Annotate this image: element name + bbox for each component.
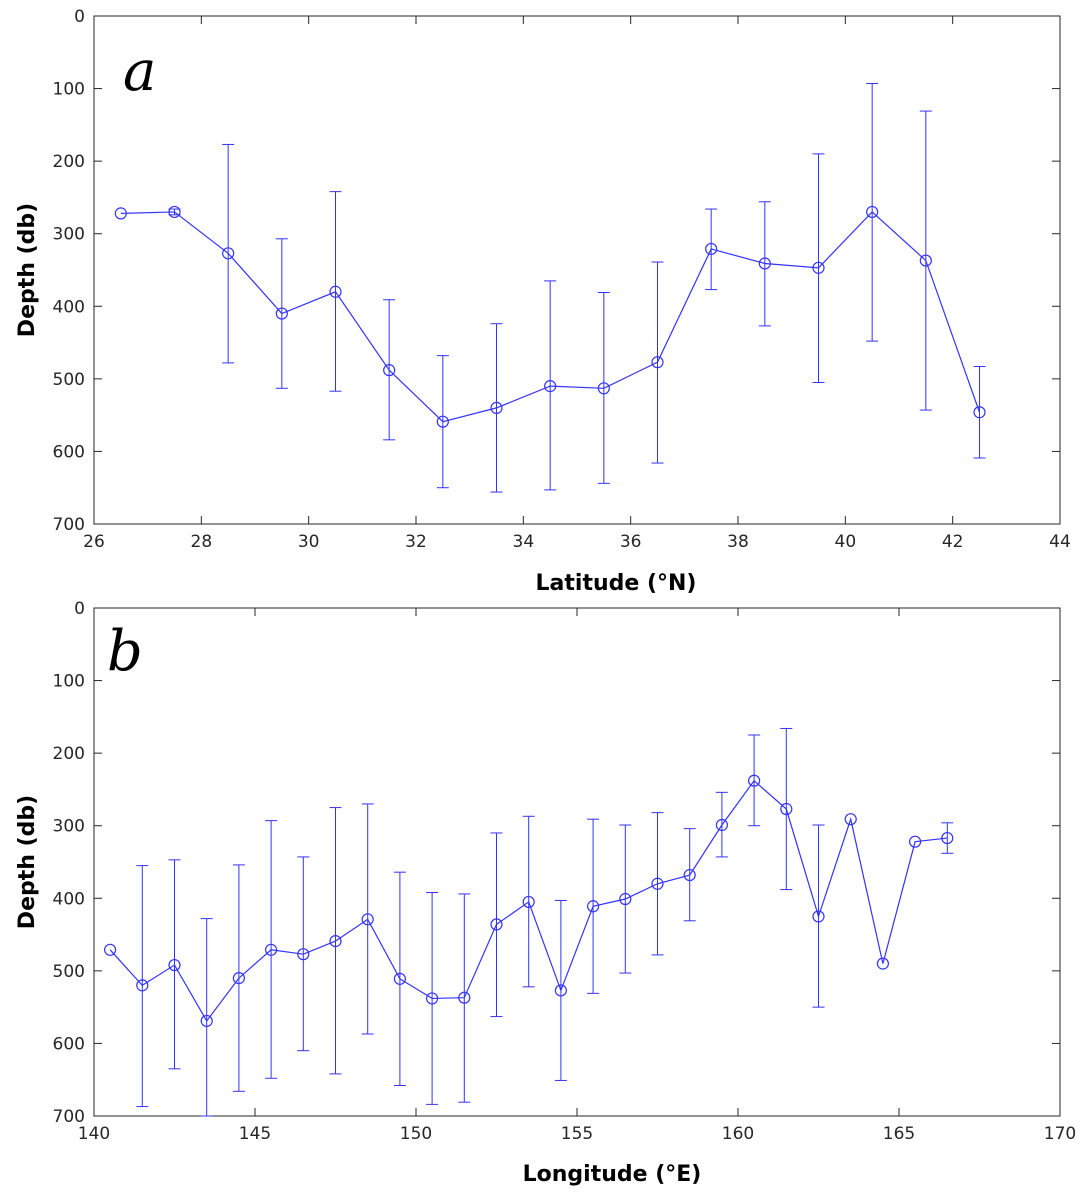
data-point (383, 364, 396, 377)
chart-panel-b: b Longitude (°E) Depth (db) 140 145 150 155… (15, 599, 1076, 1187)
x-tick-label: 42 (942, 532, 964, 552)
data-point (812, 910, 825, 923)
data-point (941, 831, 954, 845)
error-bar (200, 918, 213, 1117)
data-point (597, 382, 610, 395)
data-point (651, 356, 664, 369)
data-point (232, 972, 245, 985)
y-tick-label: 400 (53, 297, 85, 317)
data-point (103, 943, 117, 956)
y-tick-label: 300 (53, 225, 85, 245)
series-line-b (109, 779, 948, 1023)
data-point (544, 380, 557, 393)
x-tick-label: 30 (298, 532, 320, 552)
data-point (758, 257, 771, 270)
x-axis-label-a: Latitude (°N) (536, 571, 697, 596)
data-point (586, 900, 600, 913)
data-point (222, 247, 235, 260)
y-axis-label-b: Depth (db) (15, 795, 40, 929)
error-bar (168, 859, 181, 1070)
y-tick-label: 500 (53, 962, 85, 982)
x-tick-label: 44 (1049, 532, 1071, 552)
data-point (619, 892, 632, 906)
data-point (876, 957, 890, 970)
x-tick-label: 28 (191, 532, 213, 552)
error-bar (544, 280, 557, 491)
y-tick-label: 600 (53, 1034, 85, 1054)
y-tick-label: 700 (53, 515, 85, 535)
data-point (812, 261, 825, 274)
data-point (297, 948, 310, 961)
y-tick-label: 400 (53, 889, 85, 909)
data-point (168, 205, 181, 219)
x-tick-label: 165 (883, 1124, 915, 1144)
series-line-a (120, 211, 981, 423)
data-point (490, 918, 503, 931)
x-tick-label: 155 (561, 1124, 593, 1144)
x-axis-label-b: Longitude (°E) (523, 1162, 702, 1187)
data-point (715, 818, 729, 832)
x-tick-label: 160 (722, 1124, 754, 1144)
data-point (168, 958, 181, 972)
data-point (426, 992, 439, 1005)
panel-letter-b: b (107, 619, 143, 684)
data-point (136, 979, 149, 992)
data-point (705, 242, 718, 256)
data-point (522, 895, 535, 909)
y-tick-label: 700 (53, 1107, 85, 1127)
data-point (973, 406, 986, 419)
x-tick-label: 36 (620, 532, 642, 552)
y-tick-label: 500 (53, 370, 85, 390)
data-point (651, 877, 664, 890)
y-tick-label: 300 (53, 817, 85, 837)
data-point (844, 813, 857, 826)
data-point (747, 774, 761, 787)
data-point (393, 972, 406, 985)
x-tick-label: 170 (1044, 1124, 1076, 1144)
chart-panel-a: a Latitude (°N) Depth (db) 26 28 30 32 34 36 3… (15, 7, 1071, 596)
data-point (329, 935, 342, 948)
x-tick-label: 140 (78, 1124, 110, 1144)
y-tick-label: 0 (74, 7, 85, 27)
x-tick-label: 145 (239, 1124, 271, 1144)
x-tick-label: 32 (405, 532, 427, 552)
y-tick-label: 100 (53, 80, 85, 100)
data-point (200, 1014, 213, 1028)
data-point (275, 307, 288, 320)
data-point (866, 205, 879, 219)
y-tick-label: 100 (53, 672, 85, 692)
data-point (908, 835, 922, 848)
error-bar (136, 865, 149, 1108)
y-tick-label: 200 (53, 744, 85, 764)
data-point (361, 913, 374, 926)
x-tick-label: 40 (835, 532, 857, 552)
data-point (554, 984, 568, 997)
y-tick-label: 0 (74, 599, 85, 619)
data-point (458, 991, 471, 1004)
data-point (265, 943, 278, 956)
x-tick-label: 26 (83, 532, 105, 552)
data-point (114, 207, 127, 220)
plot-frame-a (93, 15, 1061, 525)
data-point (919, 254, 932, 267)
y-tick-label: 200 (53, 152, 85, 172)
data-point (683, 868, 696, 882)
x-tick-label: 150 (400, 1124, 432, 1144)
data-point (780, 802, 793, 816)
y-tick-label: 600 (53, 442, 85, 462)
x-tick-label: 34 (513, 532, 535, 552)
panel-letter-a: a (123, 39, 156, 104)
data-point (490, 401, 503, 414)
data-point (329, 285, 342, 298)
data-point (436, 415, 449, 428)
y-axis-label-a: Depth (db) (15, 203, 40, 337)
x-tick-label: 38 (727, 532, 749, 552)
